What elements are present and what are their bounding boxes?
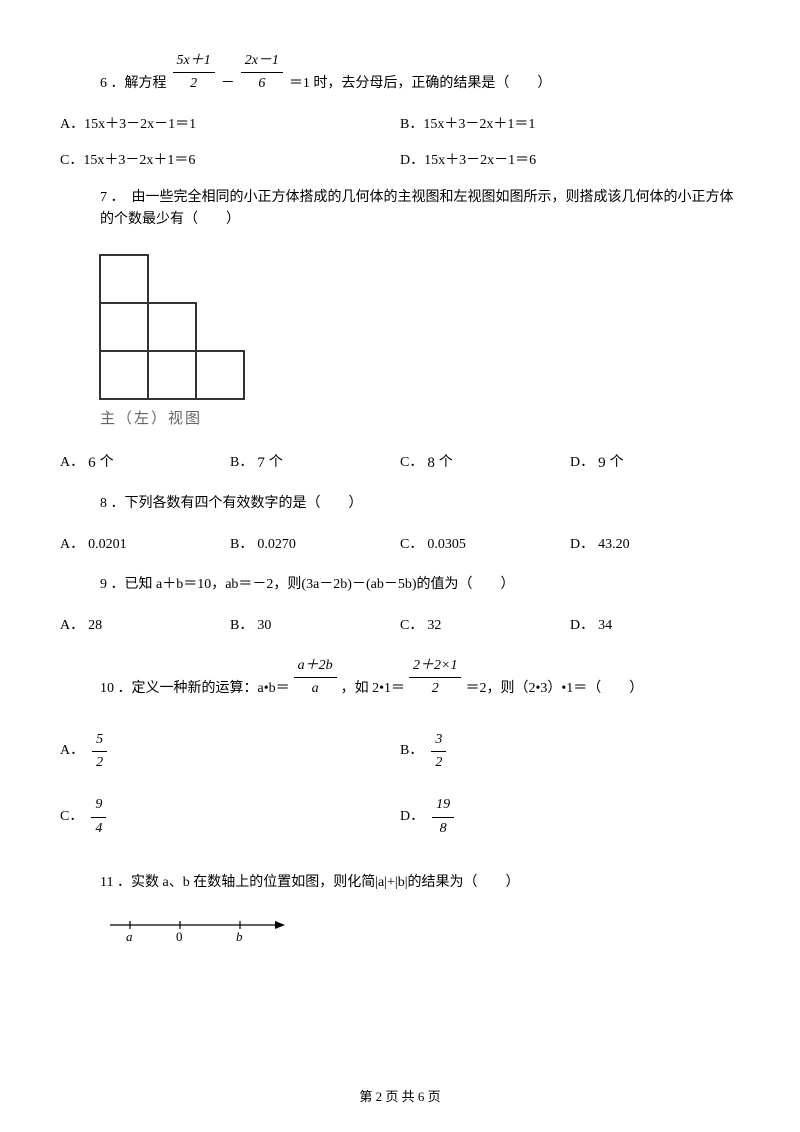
q8-optD: 43.20 <box>598 534 630 556</box>
q10-optC-frac: 9 4 <box>91 794 106 840</box>
question-7: 7 ． 由一些完全相同的小正方体搭成的几何体的主视图和左视图如图所示，则搭成该几… <box>100 187 740 232</box>
q10-optB-frac: 3 2 <box>431 729 446 775</box>
q9-text: 9 ．已知 a＋b＝10，ab＝－2，则(3a－2b)－(ab－5b)的值为（ … <box>100 577 515 592</box>
q9-options: A．28 B．30 C．32 D．34 <box>60 615 740 637</box>
q8-optA: 0.0201 <box>88 534 127 556</box>
page-footer: 第 2 页 共 6 页 <box>0 1087 800 1108</box>
numberline-svg: a 0 b <box>110 913 290 943</box>
q9-optA-label: A． <box>60 615 84 637</box>
q8-options: A．0.0201 B．0.0270 C．0.0305 D．43.20 <box>60 534 740 556</box>
cube-grid <box>100 255 740 399</box>
q6-optA-label: A． <box>60 114 84 136</box>
cube-cell <box>147 302 197 352</box>
q10-optC-label: C． <box>60 806 83 828</box>
q7-optB-label: B． <box>230 452 253 474</box>
q7-optD-suffix: 个 <box>610 452 624 474</box>
q11-text: 11 ．实数 a、b 在数轴上的位置如图，则化简|a|+|b|的结果为（ ） <box>100 875 520 890</box>
q6-frac2: 2x－1 6 <box>241 50 283 96</box>
axis-zero: 0 <box>176 929 183 943</box>
q7-optA-suffix: 个 <box>100 452 114 474</box>
q6-optC: 15x＋3－2x＋1＝6 <box>83 150 195 172</box>
q10-p3: ＝2，则（2•3）•1＝（ ） <box>465 678 643 700</box>
q7-optB-num: 7 <box>257 451 265 475</box>
q8-optB-label: B． <box>230 534 253 556</box>
axis-a: a <box>126 929 133 943</box>
q7-optC-num: 8 <box>427 451 435 475</box>
q10-optD-label: D． <box>400 806 424 828</box>
cube-cell <box>99 350 149 400</box>
q10-p2: ，如 2•1＝ <box>341 678 405 700</box>
q6-minus: － <box>221 73 235 95</box>
q6-optD-label: D． <box>400 150 424 172</box>
q7-options: A．6个 B．7个 C．8个 D．9个 <box>60 451 740 475</box>
q7-optA-num: 6 <box>88 451 96 475</box>
q6-optB: 15x＋3－2x＋1＝1 <box>423 114 535 136</box>
q6-optB-label: B． <box>400 114 423 136</box>
q10-optD-frac: 19 8 <box>432 794 454 840</box>
q11-numberline: a 0 b <box>110 913 740 943</box>
question-6: 6 ．解方程 5x＋1 2 － 2x－1 6 ＝1 时，去分母后，正确的结果是（… <box>100 50 740 96</box>
q6-suffix: ＝1 时，去分母后，正确的结果是（ ） <box>289 73 552 95</box>
axis-b: b <box>236 929 243 943</box>
q7-optB-suffix: 个 <box>269 452 283 474</box>
question-9: 9 ．已知 a＋b＝10，ab＝－2，则(3a－2b)－(ab－5b)的值为（ … <box>100 574 740 596</box>
q10-frac2: 2＋2×1 2 <box>409 655 461 701</box>
q7-text: 7 ． 由一些完全相同的小正方体搭成的几何体的主视图和左视图如图所示，则搭成该几… <box>100 190 734 227</box>
q9-optD-label: D． <box>570 615 594 637</box>
q7-optA-label: A． <box>60 452 84 474</box>
q10-frac1: a＋2b a <box>294 655 337 701</box>
q6-options-row2: C．15x＋3－2x＋1＝6 D．15x＋3－2x－1＝6 <box>60 150 740 172</box>
q8-optC: 0.0305 <box>427 534 466 556</box>
q6-prefix: 6 ．解方程 <box>100 73 167 95</box>
q8-optC-label: C． <box>400 534 423 556</box>
q10-optA-label: A． <box>60 740 84 762</box>
q7-optD-num: 9 <box>598 451 606 475</box>
q8-text: 8 ．下列各数有四个有效数字的是（ ） <box>100 496 363 511</box>
q6-frac1: 5x＋1 2 <box>173 50 215 96</box>
q10-p1: 10 ．定义一种新的运算：a•b＝ <box>100 678 290 700</box>
q7-optD-label: D． <box>570 452 594 474</box>
question-8: 8 ．下列各数有四个有效数字的是（ ） <box>100 493 740 515</box>
q10-optB-label: B． <box>400 740 423 762</box>
q7-figure-label: 主（左）视图 <box>100 407 740 431</box>
q9-optD: 34 <box>598 615 612 637</box>
question-11: 11 ．实数 a、b 在数轴上的位置如图，则化简|a|+|b|的结果为（ ） <box>100 872 740 894</box>
q7-figure <box>100 255 740 399</box>
q6-optA: 15x＋3－2x－1＝1 <box>84 114 196 136</box>
q9-optA: 28 <box>88 615 102 637</box>
q7-optC-label: C． <box>400 452 423 474</box>
question-10: 10 ．定义一种新的运算：a•b＝ a＋2b a ，如 2•1＝ 2＋2×1 2… <box>100 655 740 701</box>
q8-optA-label: A． <box>60 534 84 556</box>
q6-options-row1: A．15x＋3－2x－1＝1 B．15x＋3－2x＋1＝1 <box>60 114 740 136</box>
q8-optD-label: D． <box>570 534 594 556</box>
q8-optB: 0.0270 <box>257 534 296 556</box>
q9-optB: 30 <box>257 615 271 637</box>
q9-optC-label: C． <box>400 615 423 637</box>
q9-optC: 32 <box>427 615 441 637</box>
cube-cell <box>147 350 197 400</box>
cube-cell <box>99 254 149 304</box>
q10-optA-frac: 5 2 <box>92 729 107 775</box>
cube-cell <box>195 350 245 400</box>
q7-optC-suffix: 个 <box>439 452 453 474</box>
q6-optD: 15x＋3－2x－1＝6 <box>424 150 536 172</box>
cube-cell <box>99 302 149 352</box>
q6-optC-label: C． <box>60 150 83 172</box>
q9-optB-label: B． <box>230 615 253 637</box>
q10-options: A． 5 2 B． 3 2 C． 9 4 D． 19 8 <box>60 729 740 861</box>
